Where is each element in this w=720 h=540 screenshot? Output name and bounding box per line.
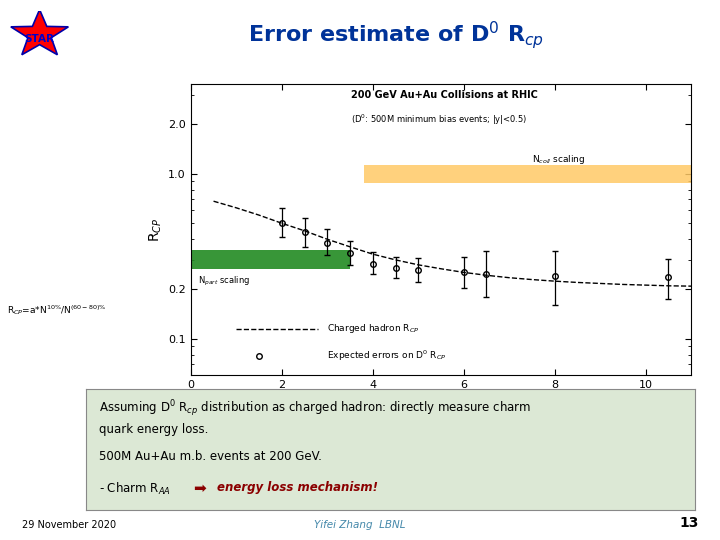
Text: (D$^0$: 500M minimum bias events; |y|<0.5): (D$^0$: 500M minimum bias events; |y|<0.… bbox=[351, 113, 528, 127]
Bar bbox=[364, 165, 691, 183]
Text: 200 GeV Au+Au Collisions at RHIC: 200 GeV Au+Au Collisions at RHIC bbox=[351, 90, 538, 99]
Text: 13: 13 bbox=[679, 516, 698, 530]
Text: R$_{CP}$=a*N$^{10\%}$/N$^{(60-80)\%}$: R$_{CP}$=a*N$^{10\%}$/N$^{(60-80)\%}$ bbox=[7, 303, 107, 318]
Text: N$_{part}$ scaling: N$_{part}$ scaling bbox=[197, 274, 250, 287]
Y-axis label: R$_{CP}$: R$_{CP}$ bbox=[148, 217, 164, 242]
Text: 500M Au+Au m.b. events at 200 GeV.: 500M Au+Au m.b. events at 200 GeV. bbox=[99, 449, 321, 463]
Text: Assuming D$^0$ R$_{cp}$ distribution as charged hadron: directly measure charm: Assuming D$^0$ R$_{cp}$ distribution as … bbox=[99, 399, 531, 419]
Text: - Charm R$_{AA}$: - Charm R$_{AA}$ bbox=[99, 481, 175, 497]
X-axis label: Transverse Momentum p$_T$ (GeV/c): Transverse Momentum p$_T$ (GeV/c) bbox=[334, 394, 548, 411]
Text: energy loss mechanism!: energy loss mechanism! bbox=[217, 481, 378, 494]
Text: 29 November 2020: 29 November 2020 bbox=[22, 520, 116, 530]
Text: Yifei Zhang  LBNL: Yifei Zhang LBNL bbox=[314, 520, 406, 530]
Text: ➡: ➡ bbox=[193, 481, 206, 496]
Text: Expected errors on D$^0$ R$_{CP}$: Expected errors on D$^0$ R$_{CP}$ bbox=[328, 348, 446, 363]
Text: N$_{coll}$ scaling: N$_{coll}$ scaling bbox=[532, 153, 585, 166]
Polygon shape bbox=[11, 10, 68, 55]
Bar bbox=[191, 250, 350, 269]
Text: Charged hadron R$_{CP}$: Charged hadron R$_{CP}$ bbox=[328, 322, 420, 335]
Text: Error estimate of D$^0$ R$_{cp}$: Error estimate of D$^0$ R$_{cp}$ bbox=[248, 19, 544, 51]
Text: STAR: STAR bbox=[24, 35, 55, 44]
Text: quark energy loss.: quark energy loss. bbox=[99, 423, 208, 436]
